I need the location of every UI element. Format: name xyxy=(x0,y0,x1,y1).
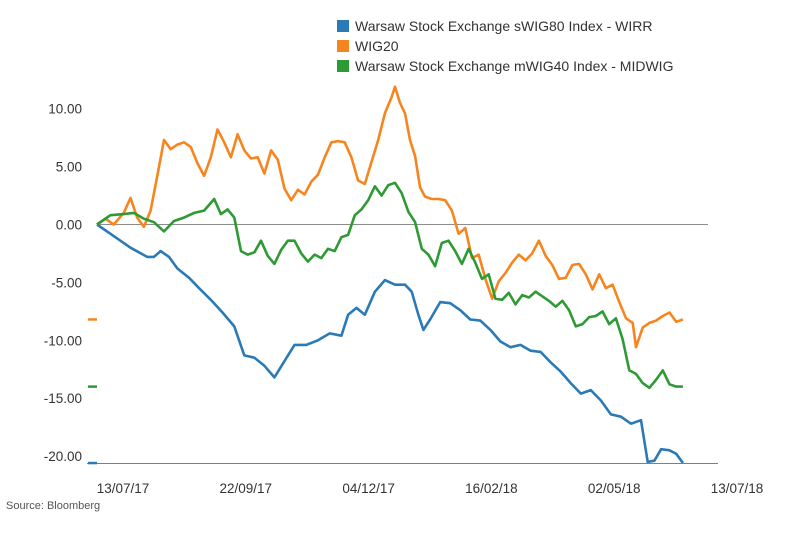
legend-item-midwig: Warsaw Stock Exchange mWIG40 Index - MID… xyxy=(337,56,673,76)
legend-item-wig20: WIG20 xyxy=(337,36,673,56)
y-tick-label: 10.00 xyxy=(48,102,82,117)
y-tick-label: -5.00 xyxy=(51,275,82,290)
series-line-1 xyxy=(96,85,684,349)
y-axis-ticks: 10.00 5.00 0.00 -5.00 -10.00 -15.00 -20.00 xyxy=(44,102,82,464)
y-tick-label: -10.00 xyxy=(44,333,82,348)
series-lines xyxy=(96,85,684,464)
x-tick-label: 22/09/17 xyxy=(220,481,273,496)
series-line-2 xyxy=(96,181,683,390)
y-tick-label: 5.00 xyxy=(56,160,82,175)
legend-swatch-midwig xyxy=(337,60,349,72)
legend: Warsaw Stock Exchange sWIG80 Index - WIR… xyxy=(337,16,673,76)
y-tick-label: -15.00 xyxy=(44,391,82,406)
x-tick-label: 04/12/17 xyxy=(342,481,395,496)
y-tick-label: -20.00 xyxy=(44,449,82,464)
last-value-markers xyxy=(88,318,97,465)
legend-swatch-wirr xyxy=(337,20,349,32)
x-tick-label: 13/07/18 xyxy=(711,481,764,496)
x-tick-label: 02/05/18 xyxy=(588,481,641,496)
y-tick-label: 0.00 xyxy=(56,218,82,233)
legend-swatch-wig20 xyxy=(337,40,349,52)
x-axis: 13/07/17 22/09/17 04/12/17 16/02/18 02/05/18… xyxy=(87,463,764,496)
source-note: Source: Bloomberg xyxy=(6,500,101,512)
legend-label-wig20: WIG20 xyxy=(355,38,399,54)
legend-item-wirr: Warsaw Stock Exchange sWIG80 Index - WIR… xyxy=(337,16,673,36)
legend-label-midwig: Warsaw Stock Exchange mWIG40 Index - MID… xyxy=(355,58,674,74)
x-tick-label: 16/02/18 xyxy=(465,481,518,496)
series-line-0 xyxy=(96,223,684,464)
x-tick-label: 13/07/17 xyxy=(97,481,150,496)
legend-label-wirr: Warsaw Stock Exchange sWIG80 Index - WIR… xyxy=(355,18,653,34)
